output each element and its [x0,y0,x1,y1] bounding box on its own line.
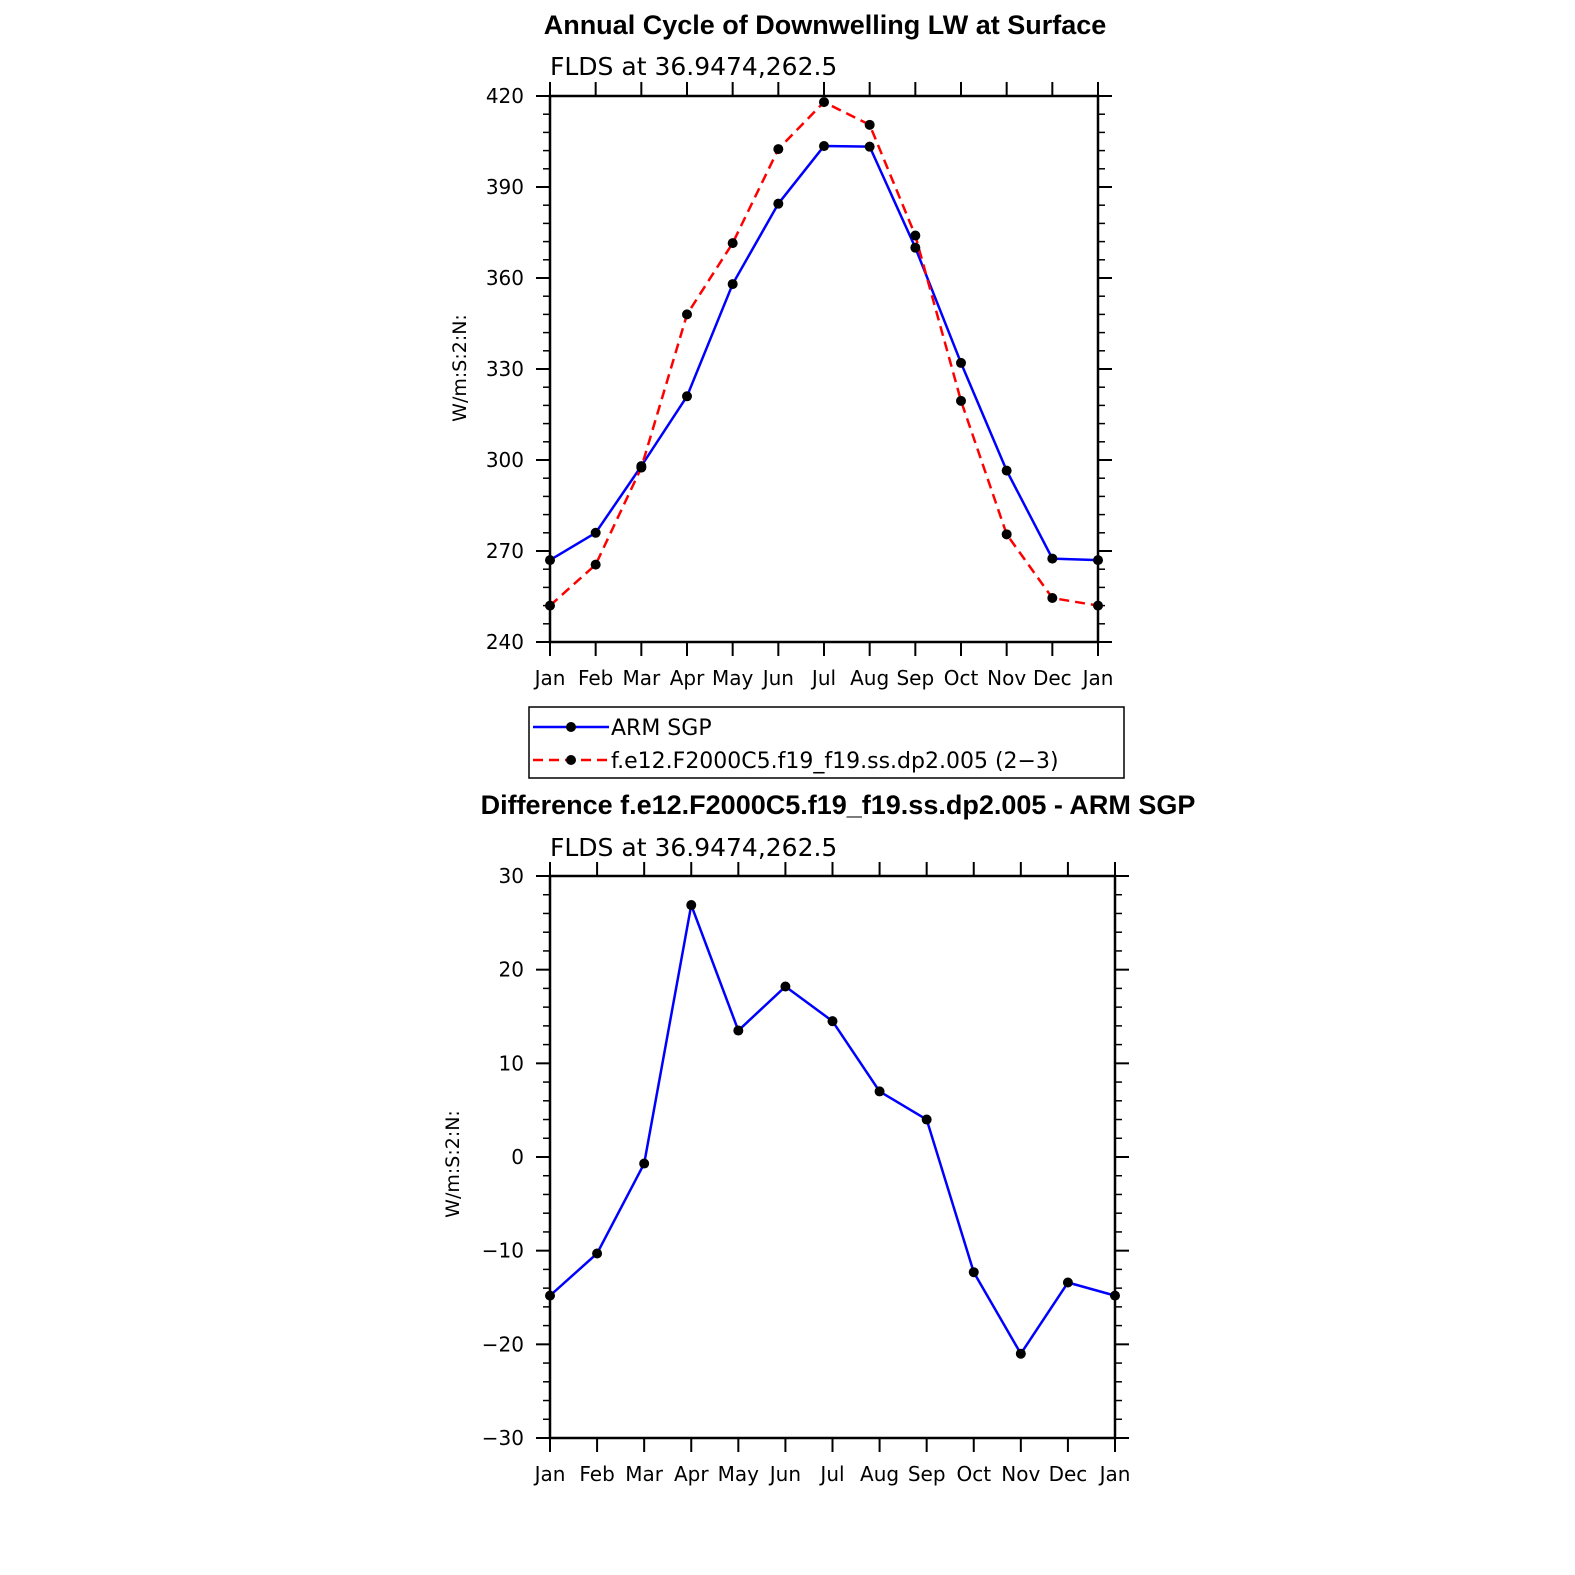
chart1-series-0-point [910,242,921,253]
chart1-series-0-point [956,357,966,368]
chart2-xtick-label: Aug [860,1462,899,1486]
chart2-xtick-label: Feb [579,1462,614,1486]
chart1-legend: ARM SGP f.e12.F2000C5.f19_f19.ss.dp2.005… [528,706,1125,779]
chart1-xtick-label: Jul [810,666,836,690]
chart1-xtick-label: Mar [622,666,661,690]
chart2-xtick-label: Sep [908,1462,946,1486]
chart1-subtitle: FLDS at 36.9474,262.5 [550,52,837,81]
chart1-xtick-label: Jan [533,666,566,690]
chart1-xtick-label: Jun [761,666,794,690]
chart2-series-0-line [549,903,1116,1355]
chart1-series-1-point [590,559,601,570]
chart2-series-0-point [592,1248,603,1259]
chart2-series-0-point [686,900,697,911]
legend-marker-model [566,755,576,765]
chart1-ytick-label: 360 [486,266,524,290]
chart2-y-axis-label: W/m:S:2:N: [442,1110,464,1218]
chart1-xtick-label: Nov [987,666,1026,690]
chart1-plot-frame [548,94,1100,644]
chart2-series-0-point [545,1290,555,1301]
chart2-series-0-point [921,1114,932,1125]
legend-marker-arm-sgp [566,722,576,732]
chart2-ytick-label: 20 [499,958,524,982]
chart2-xtick-label: Nov [1001,1462,1040,1486]
chart2-ytick-label: 30 [499,864,524,888]
chart1-ytick-label: 330 [486,357,524,381]
chart1-xtick-label: Feb [578,666,613,690]
chart2-series-0-point [874,1086,885,1097]
chart1-ytick-label: 420 [486,84,524,108]
chart2-series-0-point [1062,1277,1073,1288]
chart2-xtick-label: Jan [1098,1462,1131,1486]
chart2-series-0-point [1110,1290,1120,1301]
chart1-series-1-point [727,238,738,249]
chart1-xtick-label: Jan [1081,666,1114,690]
chart2-xtick-label: Mar [625,1462,664,1486]
chart1-xtick-label: Sep [896,666,934,690]
chart2-series-0-point [780,981,791,992]
chart2-series-0-point [1015,1348,1026,1359]
chart2-ytick-label: −30 [482,1426,524,1450]
chart1-series-1-point [1093,600,1103,611]
legend-box [528,706,1125,779]
chart2-subtitle: FLDS at 36.9474,262.5 [550,833,837,862]
chart1-title: Annual Cycle of Downwelling LW at Surfac… [544,10,1107,40]
chart1-series-0-point [1047,553,1058,564]
chart2-title: Difference f.e12.F2000C5.f19_f19.ss.dp2.… [481,790,1196,820]
chart1-series-0-point [1001,465,1012,476]
chart2-xtick-label: Jun [768,1462,801,1486]
chart2-ytick-label: 0 [511,1145,524,1169]
chart2-series-0-point [733,1025,744,1036]
chart1-ytick-label: 240 [486,630,524,654]
chart1-series-0-point [545,555,555,566]
chart1-plot: 240 270 300 330 360 390 420 Jan Feb Mar Apr May Jun J… [486,82,1114,690]
chart1-series-1-point [910,230,921,241]
chart2-xtick-label: Apr [674,1462,709,1486]
chart1-xtick-label: Aug [850,666,889,690]
chart1-ytick-label: 390 [486,175,524,199]
chart1-series-0-point [1093,555,1103,566]
chart1-series-1-point [682,309,692,320]
chart1-series-1-point [819,97,829,108]
chart2-series-0-point [968,1267,979,1278]
chart1-series-0-point [682,391,692,402]
chart1-series-0-line [549,144,1099,562]
chart2-ytick-label: −20 [482,1332,524,1356]
chart2-xtick-label: Oct [956,1462,991,1486]
chart1-xtick-label: May [712,666,754,690]
chart2-series-0-point [827,1016,838,1027]
chart2-ytick-label: −10 [482,1239,524,1263]
chart1-y-axis-label: W/m:S:2:N: [449,314,471,422]
chart1-xtick-label: Apr [670,666,705,690]
chart2-plot: −30 −20 −10 0 10 20 30 Jan Feb Mar Apr May Jun Jul Aug… [482,862,1131,1486]
chart1-xtick-label: Oct [944,666,979,690]
chart1-series-1-point [545,600,555,611]
chart1-series-1-point [1047,593,1058,604]
chart2-xtick-label: Jan [533,1462,566,1486]
chart2-xtick-label: Dec [1049,1462,1088,1486]
chart2-xtick-label: May [718,1462,760,1486]
legend-label-model: f.e12.F2000C5.f19_f19.ss.dp2.005 (2−3) [611,749,1059,774]
chart2-plot-frame [548,874,1117,1440]
chart1-series-0-point [727,279,738,290]
chart1-series-0-point [864,141,875,152]
chart1-series-1-line [549,100,1099,607]
chart1-series-1-point [636,462,647,473]
chart1-series-1-point [1001,529,1012,540]
chart1-series-1-point [773,144,784,155]
chart1-ytick-label: 270 [486,539,524,563]
chart1-ytick-label: 300 [486,448,524,472]
chart2-ytick-label: 10 [499,1051,524,1075]
chart2-xtick-label: Jul [818,1462,844,1486]
chart1-xtick-label: Dec [1033,666,1072,690]
legend-label-arm-sgp: ARM SGP [611,716,712,741]
chart1-series-1-point [864,119,875,130]
chart1-series-1-point [956,395,966,406]
chart2-series-0-point [639,1158,650,1169]
chart1-series-0-point [773,198,784,209]
chart1-series-0-point [819,141,829,152]
chart1-series-0-point [590,527,601,538]
